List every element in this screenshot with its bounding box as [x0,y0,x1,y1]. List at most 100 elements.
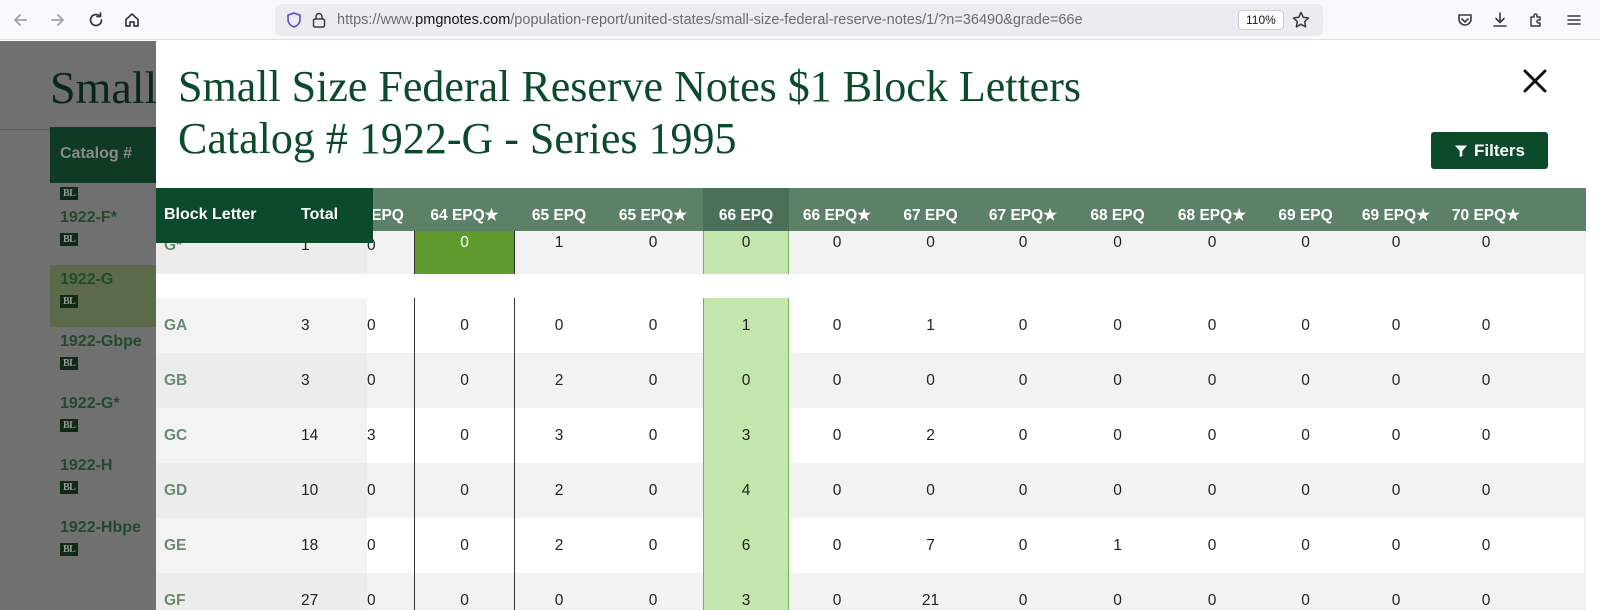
total-header[interactable]: Total [301,206,339,223]
table-cell[interactable]: 0 [1207,234,1217,251]
list-item[interactable]: 1922-H BL [50,451,160,513]
table-cell[interactable]: 0 [832,371,842,389]
table-cell[interactable]: 0 [648,481,658,499]
reload-icon[interactable] [82,6,110,34]
table-cell[interactable]: 0 [832,536,842,554]
catalog-link[interactable]: 1922-Gbpe [60,333,142,350]
table-cell[interactable]: 0 [1301,371,1310,389]
forward-icon[interactable] [44,6,72,34]
column-header[interactable]: 67 EPQ★ [988,207,1058,224]
table-cell[interactable]: 0 [832,316,842,334]
table-cell[interactable]: 0 [1207,591,1217,609]
table-cell[interactable]: 0 [648,316,658,334]
block-letter-link[interactable]: GD [164,481,188,499]
list-item[interactable]: 1922-G* BL [50,389,160,451]
table-cell[interactable]: 0 [1481,481,1491,499]
table-cell[interactable]: 3 [703,408,789,463]
table-cell[interactable]: 0 [648,371,658,389]
table-cell[interactable]: 0 [832,481,842,499]
download-icon[interactable] [1488,8,1512,32]
table-cell[interactable]: 0 [832,426,842,444]
url-text[interactable]: https://www.pmgnotes.com/population-repo… [337,12,1083,28]
column-header[interactable]: 69 EPQ [1278,206,1333,224]
table-cell[interactable]: 0 [1301,426,1310,444]
table-cell[interactable]: 0 [414,408,515,463]
list-item[interactable]: 1922-Gbpe BL [50,327,160,389]
table-cell[interactable]: 0 [1391,481,1401,499]
table-cell[interactable]: 2 [554,481,564,499]
tracking-protection-icon[interactable] [285,11,303,34]
table-cell[interactable]: 0 [1018,536,1028,554]
table-cell[interactable]: 0 [703,231,789,274]
block-letter-link[interactable]: GB [164,371,188,389]
table-cell[interactable]: 0 [1301,591,1310,609]
table-cell[interactable]: 0 [1207,536,1217,554]
table-cell[interactable]: 0 [1113,316,1122,334]
table-cell[interactable]: 0 [648,536,658,554]
catalog-link[interactable]: 1922-Hbpe [60,519,141,536]
table-cell[interactable]: 0 [1113,591,1122,609]
block-letter-header[interactable]: Block Letter [164,206,257,223]
table-cell[interactable]: 0 [832,234,842,251]
table-cell[interactable]: 1 [1113,536,1122,554]
column-header[interactable]: 65 EPQ [531,206,587,224]
table-cell[interactable]: 3 [554,426,564,444]
table-cell[interactable]: 0 [832,591,842,609]
table-cell[interactable]: 0 [648,591,658,609]
back-icon[interactable] [6,6,34,34]
table-cell[interactable]: 0 [648,426,658,444]
column-header[interactable]: 66 EPQ★ [802,207,872,224]
table-cell[interactable]: 0 [1207,426,1217,444]
table-cell[interactable]: 0 [1391,316,1401,334]
table-cell[interactable]: 1 [926,316,935,334]
menu-icon[interactable] [1562,8,1586,32]
table-cell[interactable]: 0 [1391,371,1401,389]
column-header[interactable]: 64 EPQ★ [430,207,499,224]
lock-icon[interactable] [311,11,327,34]
table-cell[interactable]: 0 [1391,426,1401,444]
table-cell[interactable]: 0 [1113,371,1122,389]
table-cell[interactable]: 0 [414,298,515,353]
table-cell[interactable]: 0 [1481,536,1491,554]
filters-button[interactable]: Filters [1431,132,1548,169]
table-cell[interactable]: 6 [703,518,789,573]
table-cell[interactable]: 1 [703,298,789,353]
list-item[interactable]: 1922-Hbpe BL [50,513,160,575]
table-cell[interactable]: 0 [1301,316,1310,334]
column-header[interactable]: 68 EPQ [1090,206,1145,224]
catalog-link[interactable]: 1922-F* [60,209,117,226]
table-cell[interactable]: 0 [1481,234,1491,251]
table-cell[interactable]: 0 [1113,426,1122,444]
table-cell[interactable]: 0 [1391,234,1401,251]
table-cell[interactable]: 0 [926,481,935,499]
block-letter-link[interactable]: GC [164,426,188,444]
column-header[interactable]: 65 EPQ★ [618,207,688,224]
zoom-indicator[interactable]: 110% [1238,10,1284,30]
column-header[interactable]: 70 EPQ★ [1451,207,1521,224]
table-cell[interactable]: 0 [926,234,935,251]
table-cell[interactable]: 21 [921,591,940,609]
table-cell[interactable]: 0 [926,371,935,389]
column-header[interactable]: 67 EPQ [903,206,958,224]
table-cell[interactable]: 7 [926,536,935,554]
block-letter-link[interactable]: GE [164,536,187,554]
table-cell[interactable]: 0 [1481,426,1491,444]
catalog-link[interactable]: 1922-G [60,271,114,288]
table-cell[interactable]: 0 [1018,234,1028,251]
table-cell[interactable]: 2 [554,536,564,554]
list-item[interactable]: 1922-G BL [50,265,160,327]
table-cell[interactable]: 0 [1207,481,1217,499]
table-cell[interactable]: 0 [1018,371,1028,389]
table-cell[interactable]: 0 [1301,234,1310,251]
catalog-link[interactable]: 1922-H [60,457,113,474]
table-cell[interactable]: 0 [414,573,515,610]
table-cell[interactable]: 0 [1301,481,1310,499]
table-cell[interactable]: 0 [1481,371,1491,389]
table-cell[interactable]: 4 [703,463,789,518]
list-item[interactable]: 1922-F* BL [50,203,160,265]
table-cell[interactable]: 0 [414,353,515,408]
table-cell[interactable]: 0 [1018,316,1028,334]
table-cell[interactable]: 0 [1481,591,1491,609]
table-cell[interactable]: 1 [554,234,564,251]
catalog-link[interactable]: 1922-G* [60,395,120,412]
